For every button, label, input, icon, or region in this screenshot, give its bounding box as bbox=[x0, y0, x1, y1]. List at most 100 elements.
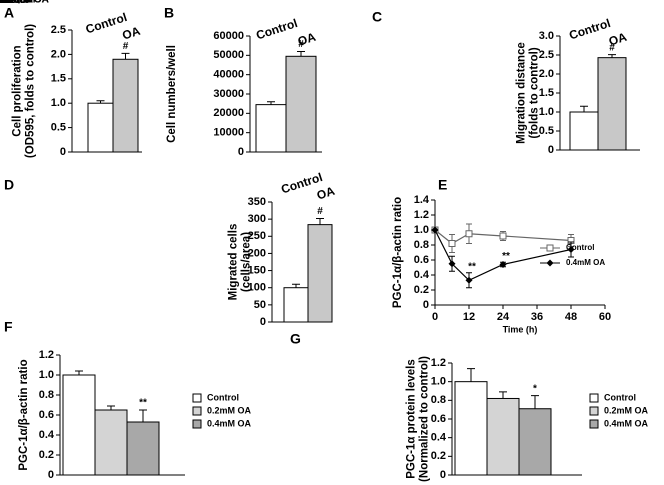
category-label: Control bbox=[254, 16, 299, 42]
bar bbox=[486, 397, 520, 476]
legend-label: 0.2mM OA bbox=[604, 405, 649, 415]
y-tick-label: 0.8 bbox=[414, 239, 429, 251]
category-label: OA bbox=[296, 30, 318, 49]
category-label: OA bbox=[315, 184, 337, 203]
marker bbox=[431, 226, 439, 234]
bar bbox=[255, 104, 287, 153]
photo-column-label: OA bbox=[0, 0, 8, 6]
panel-letter: E bbox=[438, 177, 447, 193]
bar bbox=[62, 374, 96, 476]
error-bar bbox=[297, 50, 305, 57]
legend-swatch bbox=[192, 406, 202, 416]
y-tick-label: 0 bbox=[48, 469, 54, 481]
y-tick-label: 250 bbox=[248, 230, 266, 242]
significance-mark: * bbox=[533, 383, 537, 394]
y-axis-label: PGC-1α/β-actin ratio bbox=[392, 197, 404, 308]
y-tick-label: 0.6 bbox=[39, 409, 54, 421]
y-axis-label: (Normalized to control) bbox=[419, 356, 431, 482]
y-tick-label: 2.5 bbox=[539, 49, 554, 61]
y-tick-label: 40000 bbox=[213, 69, 244, 81]
photo-column-label: OA bbox=[0, 0, 8, 6]
y-tick-label: 0.4 bbox=[414, 269, 430, 281]
photo-note: (cells/area) bbox=[0, 0, 21, 4]
photo-caption: 282.6±19.6 bbox=[0, 0, 30, 6]
y-axis-label: PGC-1α/β-actin ratio bbox=[18, 359, 30, 470]
y-tick-label: 0.5 bbox=[51, 122, 66, 134]
band-label: PGC-1α bbox=[0, 0, 34, 4]
y-tick-label: 300 bbox=[248, 213, 266, 225]
bar bbox=[94, 409, 128, 476]
y-tick-label: 2.0 bbox=[51, 48, 66, 60]
y-tick-label: 0 bbox=[60, 146, 66, 158]
error-bar bbox=[531, 395, 539, 409]
y-tick-label: 10000 bbox=[213, 127, 244, 139]
significance-mark: # bbox=[298, 39, 304, 50]
error-bar bbox=[121, 52, 130, 60]
error-bar bbox=[499, 391, 507, 399]
legend-label: 0.2mM OA bbox=[207, 405, 252, 415]
y-tick-label: 1.2 bbox=[431, 357, 446, 369]
legend-label: Control bbox=[207, 392, 239, 402]
y-tick-label: 0 bbox=[423, 299, 429, 311]
lane-label: 0.4mM OA bbox=[0, 0, 49, 6]
y-tick-label: 1.2 bbox=[414, 209, 429, 221]
error-bar bbox=[75, 370, 83, 375]
panel-letter: D bbox=[4, 177, 14, 193]
y-tick-label: 2.0 bbox=[539, 68, 554, 80]
y-tick-label: 0.2 bbox=[39, 449, 54, 461]
error-bar bbox=[139, 409, 147, 422]
error-bar bbox=[107, 405, 115, 410]
y-tick-label: 0.4 bbox=[39, 429, 55, 441]
y-tick-label: 0.2 bbox=[414, 284, 429, 296]
legend-swatch bbox=[589, 406, 599, 416]
y-axis-label: Migrated cells bbox=[228, 224, 240, 301]
x-tick-label: 48 bbox=[565, 311, 577, 323]
y-tick-label: 1.4 bbox=[414, 194, 430, 206]
significance-mark: ** bbox=[468, 261, 476, 272]
photo-row-label: 0 h bbox=[0, 0, 8, 6]
panel-letter: G bbox=[290, 331, 301, 347]
bar bbox=[454, 381, 488, 476]
photo-column-label: Control bbox=[0, 0, 20, 6]
error-bar bbox=[96, 100, 105, 104]
y-axis-label: (folds to control) bbox=[529, 47, 541, 139]
legend-swatch bbox=[192, 419, 202, 429]
bar bbox=[87, 102, 114, 153]
significance-mark: ** bbox=[139, 398, 147, 409]
marker bbox=[465, 230, 473, 238]
y-axis-label: Migration distance bbox=[516, 42, 528, 144]
significance-mark: # bbox=[123, 41, 129, 52]
legend-label: Control bbox=[566, 243, 594, 252]
legend-label: 0.4mM OA bbox=[566, 258, 605, 267]
y-tick-label: 1.0 bbox=[51, 97, 66, 109]
bar bbox=[112, 58, 139, 153]
y-tick-label: 0.8 bbox=[431, 394, 446, 406]
legend-marker bbox=[546, 259, 554, 267]
y-tick-label: 200 bbox=[248, 247, 266, 259]
photo-caption: 99.4±10.8 bbox=[0, 0, 27, 6]
panel-letter: A bbox=[4, 5, 14, 21]
y-tick-label: 0 bbox=[238, 146, 244, 158]
marker bbox=[448, 240, 456, 247]
y-tick-label: 0.4 bbox=[431, 432, 447, 444]
marker bbox=[465, 276, 473, 284]
y-axis-label: Cell numbers/well bbox=[166, 45, 178, 143]
panel-letter: C bbox=[372, 9, 382, 25]
x-tick-label: 24 bbox=[497, 311, 510, 323]
marker bbox=[499, 232, 507, 240]
legend-marker bbox=[546, 244, 554, 252]
marker bbox=[567, 246, 575, 253]
bar bbox=[285, 55, 317, 153]
y-tick-label: 0.5 bbox=[539, 125, 554, 137]
y-tick-label: 0.8 bbox=[39, 389, 54, 401]
legend-label: Control bbox=[604, 392, 636, 402]
y-axis-label: Cell proliferation bbox=[12, 45, 24, 136]
bar bbox=[126, 421, 160, 476]
y-tick-label: 0 bbox=[548, 144, 554, 156]
y-tick-label: 60000 bbox=[213, 30, 244, 42]
y-tick-label: 1.0 bbox=[431, 376, 446, 388]
y-tick-label: 0 bbox=[260, 316, 266, 328]
y-axis-label: (OD595, folds to control) bbox=[25, 24, 37, 158]
y-axis-label: (cells/area) bbox=[241, 232, 253, 292]
error-bar bbox=[267, 101, 275, 105]
